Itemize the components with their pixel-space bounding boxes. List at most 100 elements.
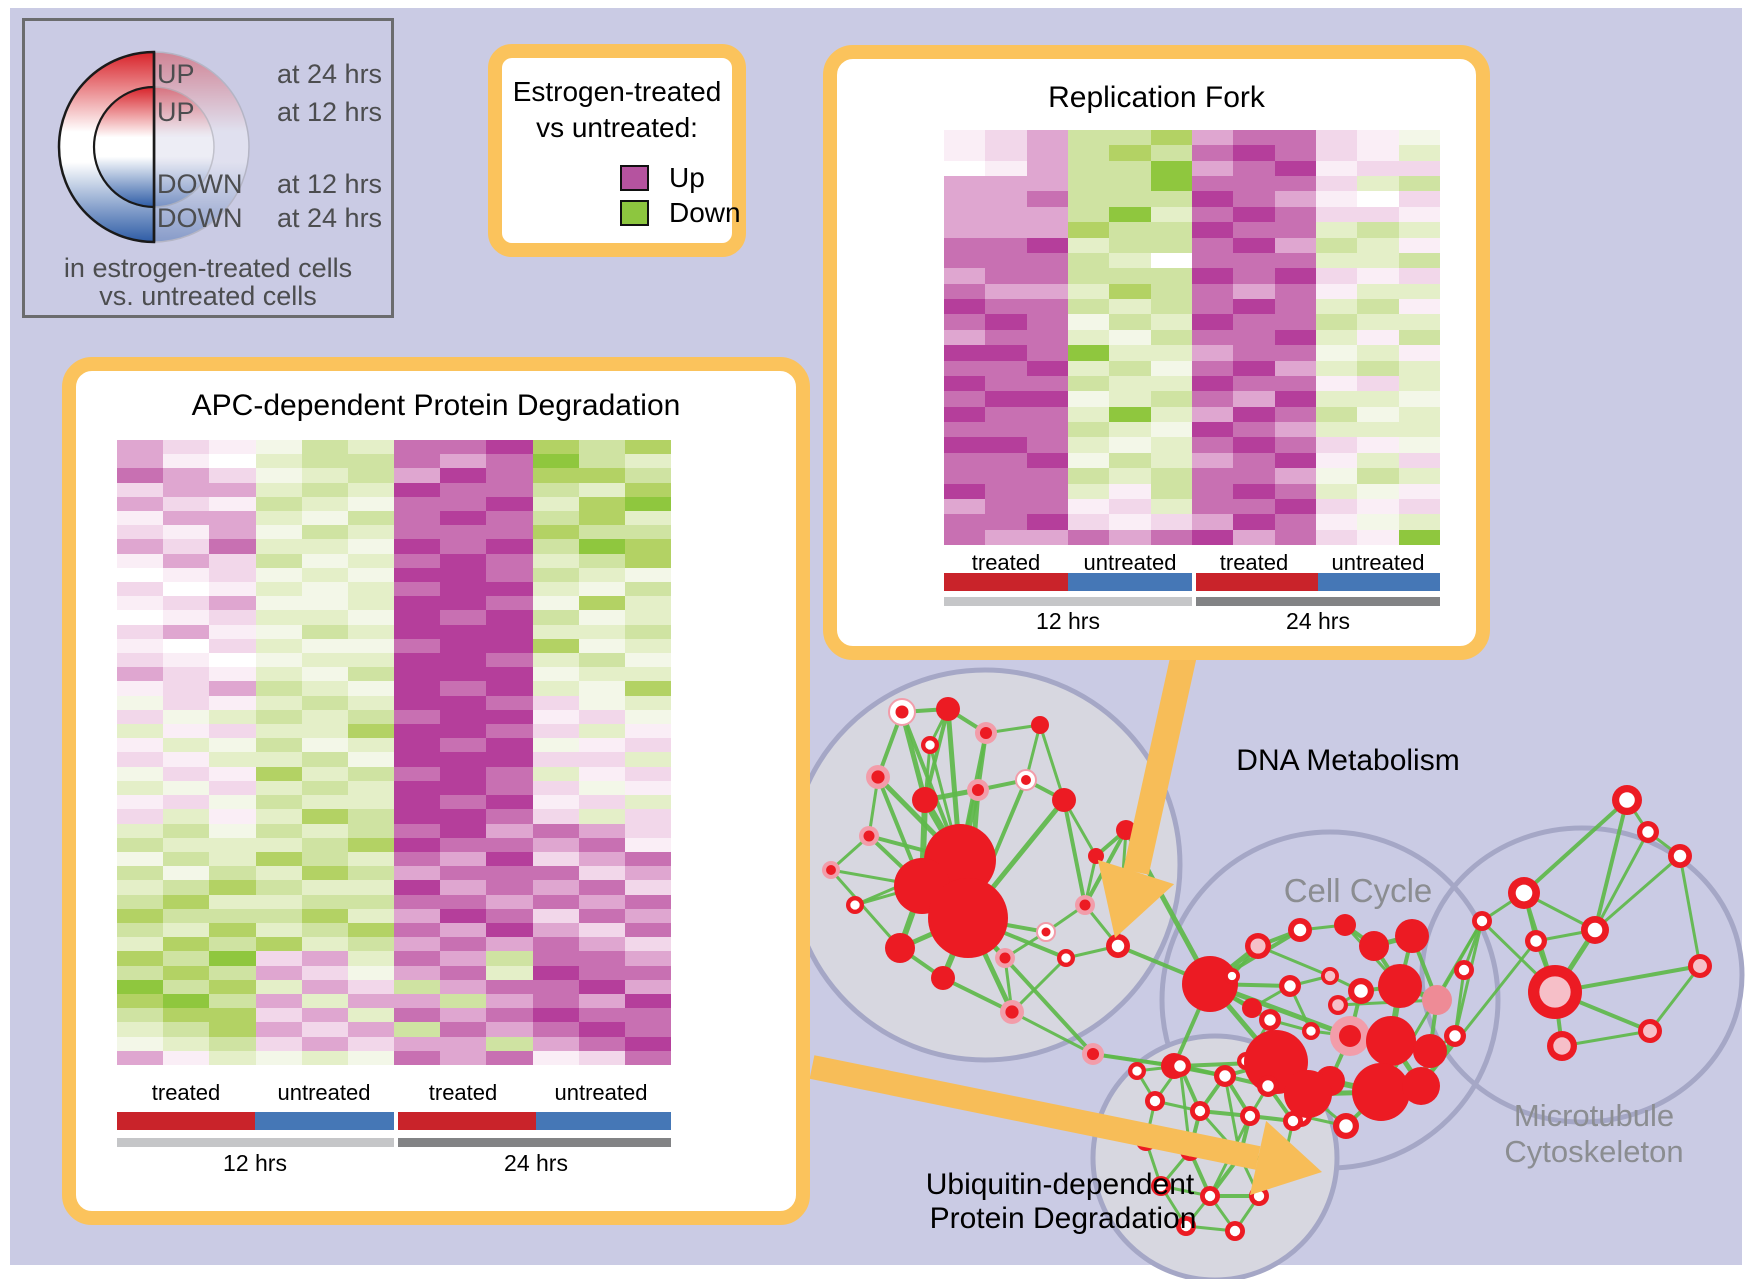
heatmap-cell (1315, 483, 1358, 499)
heatmap-cell (117, 937, 164, 952)
heatmap-cell (440, 496, 487, 512)
heatmap-cell (209, 823, 256, 838)
heatmap-cell (1026, 345, 1068, 361)
heatmap-cell (255, 667, 302, 682)
heatmap-cell (440, 596, 487, 611)
heatmap-cell (209, 894, 256, 909)
heatmap-cell (1398, 483, 1440, 499)
heatmap-cell (624, 724, 671, 739)
heatmap-cell (1191, 160, 1234, 177)
heatmap-cell (1150, 329, 1192, 346)
heatmap-cell (624, 922, 671, 938)
heatmap-cell (255, 1050, 302, 1065)
heatmap-cell (301, 837, 348, 852)
heatmap-cell (394, 993, 441, 1009)
heatmap-cell (1274, 299, 1316, 315)
heatmap-cell (1357, 314, 1399, 330)
heatmap-cell (1398, 314, 1440, 330)
heatmap-cell (1274, 375, 1316, 392)
heatmap-cell (486, 567, 533, 583)
heatmap-cell (301, 525, 348, 540)
heatmap-cell (944, 252, 986, 269)
heatmap-cell (944, 452, 986, 469)
heatmap-cell (1191, 360, 1234, 376)
heatmap-cell (117, 681, 164, 696)
heatmap-cell (255, 837, 302, 852)
heatmap-cell (1357, 375, 1399, 392)
heatmap-cell (255, 525, 302, 540)
heatmap-cell (347, 468, 394, 483)
heatmap-cell (440, 851, 487, 867)
heatmap-cell (1026, 268, 1068, 284)
heatmap-cell (394, 624, 441, 639)
heatmap-cell (1109, 283, 1151, 300)
heatmap-cell (1191, 237, 1234, 253)
heatmap-cell (163, 610, 210, 625)
heatmap-cell (1067, 437, 1110, 453)
hrs24-bar (398, 1138, 671, 1147)
heatmap-cell (1026, 498, 1068, 515)
heatmap-cell (532, 596, 579, 611)
heatmap-cell (624, 667, 671, 682)
heatmap-cell (117, 496, 164, 512)
heatmap-cell (440, 795, 487, 810)
heatmap-cell (394, 567, 441, 583)
heatmap-cell (1191, 514, 1234, 530)
heatmap-cell (1026, 360, 1068, 376)
heatmap-cell (1315, 406, 1358, 423)
heatmap-cell (1315, 299, 1358, 315)
heatmap-cell (255, 468, 302, 483)
heatmap-cell (1026, 314, 1068, 330)
heatmap-cell (1109, 406, 1151, 423)
heatmap-cell (578, 567, 625, 583)
heatmap-cell (117, 724, 164, 739)
down-label: Down (669, 197, 741, 228)
gene-node (1088, 848, 1104, 864)
heatmap-cell (1026, 237, 1068, 253)
heatmap-cell (532, 951, 579, 966)
heatmap-cell (985, 191, 1027, 207)
heatmap-cell (486, 795, 533, 810)
heatmap-cell (117, 752, 164, 767)
heatmap-cell (578, 795, 625, 810)
treated-bar (398, 1112, 536, 1130)
heatmap-cell (532, 837, 579, 852)
heatmap-cell (163, 908, 210, 923)
heatmap-cell (255, 965, 302, 980)
heatmap-cell (532, 908, 579, 923)
heatmap-cell (255, 539, 302, 554)
heatmap-cell (1067, 176, 1110, 192)
heatmap-cell (440, 525, 487, 540)
heatmap-cell (255, 553, 302, 568)
heatmap-cell (1315, 222, 1358, 238)
heatmap-cell (1109, 145, 1151, 161)
heatmap-cell (209, 482, 256, 497)
heatmap-cell (624, 567, 671, 583)
gene-node (1284, 1070, 1332, 1118)
hrs12-bar (944, 597, 1192, 606)
heatmap-cell (1109, 360, 1151, 376)
heatmap-cell (1274, 329, 1316, 346)
heatmap-cell (117, 837, 164, 852)
heatmap-cell (301, 866, 348, 881)
gene-node (936, 697, 960, 721)
heatmap-cell (1398, 422, 1440, 438)
heatmap-cell (163, 795, 210, 810)
heatmap-cell (1191, 483, 1234, 499)
heatmap-cell (394, 610, 441, 625)
heatmap-cell (1315, 514, 1358, 530)
heatmap-cell (347, 709, 394, 725)
heatmap-cell (1150, 514, 1192, 530)
heatmap-cell (985, 176, 1027, 192)
updown-caption: vs. untreated cells (99, 281, 317, 311)
heatmap-cell (163, 709, 210, 725)
legend-item-down: Down (620, 197, 741, 229)
heatmap-cell (255, 866, 302, 881)
heatmap-cell (347, 1022, 394, 1037)
heatmap-cell (1274, 191, 1316, 207)
heatmap-cell (578, 610, 625, 625)
heatmap-cell (624, 681, 671, 696)
heatmap-cell (440, 582, 487, 597)
heatmap-cell (209, 1008, 256, 1023)
heatmap-cell (394, 809, 441, 824)
